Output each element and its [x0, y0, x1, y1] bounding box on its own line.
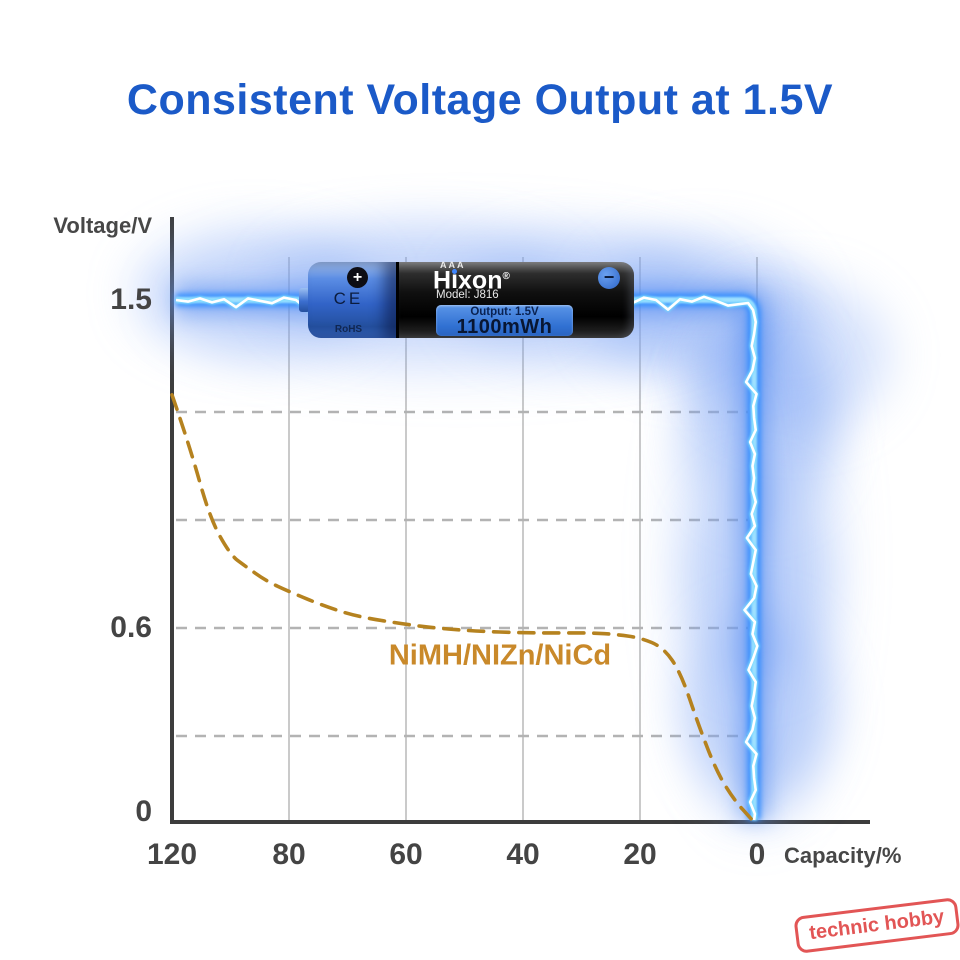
brand-text: Hixon [433, 266, 503, 295]
battery-capacity-text: 1100mWh [456, 316, 553, 336]
registered-mark: ® [502, 271, 510, 282]
battery-body: AAA Hixon® Model: J816 Output: 1.5V 1100… [396, 260, 634, 338]
x-tick-label: 120 [146, 838, 198, 871]
x-tick-label: 80 [272, 838, 306, 871]
plus-icon: + [347, 267, 368, 288]
nimh-series-label: NiMH/NIZn/NiCd [388, 639, 612, 672]
y-axis-title: Voltage/V [53, 213, 152, 238]
battery-brand: Hixon® [433, 264, 510, 293]
battery-size-mark: AAA [440, 260, 466, 270]
battery-output-voltage: Output: 1.5V [470, 306, 539, 318]
battery-output-label: Output: 1.5V 1100mWh [436, 305, 573, 336]
y-tick-label: 0.6 [110, 611, 152, 644]
y-tick-label: 0 [135, 795, 152, 828]
battery-blue-cap: + CE RoHS [308, 262, 396, 338]
x-axis-title: Capacity/% [784, 843, 902, 868]
x-tick-label: 60 [389, 838, 423, 871]
battery-positive-terminal [299, 288, 310, 312]
rohs-mark: RoHS [334, 324, 363, 335]
battery-model: Model: J816 [436, 289, 499, 301]
brand-i-blue-dot: i [451, 266, 459, 295]
plus-glyph: + [352, 269, 363, 286]
x-tick-label: 0 [748, 838, 766, 871]
x-tick-label: 20 [623, 838, 657, 871]
ce-mark: CE [333, 289, 364, 308]
y-tick-label: 1.5 [110, 283, 152, 316]
minus-glyph: − [603, 267, 615, 287]
x-tick-label: 40 [506, 838, 540, 871]
page-title: Consistent Voltage Output at 1.5V [126, 76, 834, 124]
minus-icon: − [598, 267, 620, 289]
battery-image: + CE RoHS AAA Hixon® Model: J816 Output:… [299, 260, 634, 338]
